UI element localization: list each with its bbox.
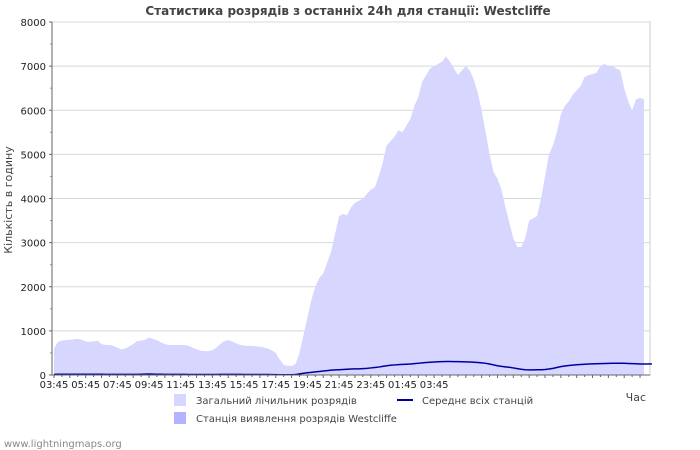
legend-swatch-station [174,412,186,424]
series-line-average [53,360,652,376]
y-tick-label: 0 [40,371,46,382]
y-tick-label: 6000 [21,106,46,117]
legend-label-station: Станція виявлення розрядів Westcliffe [196,413,397,425]
x-tick-label: 15:45 [230,380,259,391]
y-tick-label: 2000 [21,283,46,294]
series-layer [53,56,652,376]
y-axis-label: Кількість в годину [2,146,15,254]
y-tick-label: 5000 [21,150,46,161]
x-tick-label: 21:45 [325,380,354,391]
x-tick-label: 11:45 [166,380,195,391]
legend-label-average: Середнє всіх станцій [422,395,533,407]
x-tick-label: 07:45 [103,380,132,391]
y-tick-label: 7000 [21,62,46,73]
legend-swatch-total [174,394,186,406]
x-tick-label: 05:45 [71,380,100,391]
x-axis-label: Час [626,391,646,404]
legend: Загальний лічильник розрядів Середнє всі… [174,394,533,425]
x-tick-label: 23:45 [356,380,385,391]
y-tick-label: 8000 [21,18,46,29]
y-tick-label: 1000 [21,327,46,338]
footer-credit: www.lightningmaps.org [4,439,122,450]
x-tick-label: 09:45 [135,380,164,391]
x-tick-label: 03:45 [40,380,69,391]
x-tick-label: 03:45 [420,380,449,391]
x-tick-label: 01:45 [388,380,417,391]
x-tick-label: 13:45 [198,380,227,391]
chart-title: Статистика розрядів з останніх 24h для с… [145,4,550,18]
series-area-total [54,56,644,376]
legend-label-total: Загальний лічильник розрядів [196,395,357,407]
x-tick-label: 19:45 [293,380,322,391]
y-tick-label: 3000 [21,239,46,250]
x-tick-label: 17:45 [261,380,290,391]
y-tick-label: 4000 [21,195,46,206]
